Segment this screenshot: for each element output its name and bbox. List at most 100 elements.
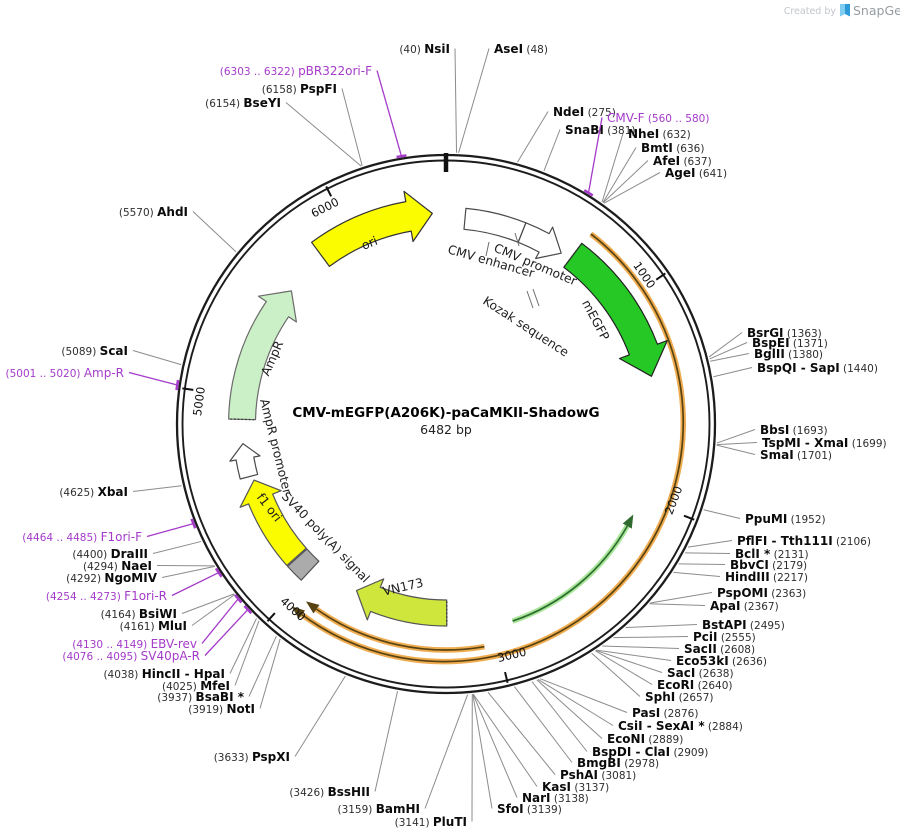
snapgene-logo-icon (840, 4, 850, 17)
feature-label-ori: ori (359, 234, 379, 253)
enzyme-label-BstAPI: BstAPI (2495) (702, 618, 785, 632)
enzyme-leader-AgeI (603, 172, 661, 204)
enzyme-leader-KasI (472, 693, 538, 787)
enzyme-leader-AfeI (602, 160, 649, 203)
enzyme-leader-SfoI (472, 694, 493, 809)
enzyme-label-PasI: PasI (2876) (632, 706, 698, 720)
enzyme-label-PspOMI: PspOMI (2363) (717, 586, 806, 600)
orf-arc-inner-arc-core (316, 608, 485, 651)
enzyme-leader-BclI * (684, 552, 731, 554)
enzyme-leader-PpuMI (703, 509, 741, 519)
orf-arc-green-arc-core (512, 525, 629, 622)
enzyme-label-SphI: SphI (2657) (645, 690, 714, 704)
enzyme-label-BclI *: BclI * (2131) (735, 547, 809, 561)
enzyme-label-NsiI: (40) NsiI (399, 42, 450, 56)
enzyme-label-PluTI: (3141) PluTI (395, 815, 467, 829)
enzyme-label-SacI: SacI (2638) (667, 666, 734, 680)
enzyme-leader-HindIII (673, 571, 721, 577)
feature-leader-kozak-sequence-0 (526, 290, 534, 309)
enzyme-label-NaeI: (4294) NaeI (83, 559, 152, 573)
primer-label-SV40pA-R: (4076 .. 4095) SV40pA-R (62, 649, 200, 663)
feature-f1-ori (239, 479, 307, 567)
enzyme-leader-PspOMI (650, 592, 713, 604)
enzyme-leader-BmgBI (514, 686, 573, 763)
enzyme-leader-BseYI (285, 102, 362, 167)
primer-label-pBR322ori-F: (6303 .. 6322) pBR322ori-F (220, 64, 372, 78)
enzyme-leader-BsrGI (708, 332, 743, 358)
orf-arc-green-arrowhead (622, 514, 634, 529)
enzyme-label-BseYI: (6154) BseYI (205, 96, 281, 110)
enzyme-label-PflFI - Tth111I: PflFI - Tth111I (2106) (737, 534, 871, 548)
tick-label-6000: 6000 (309, 195, 341, 221)
enzyme-label-EcoNI: EcoNI (2889) (607, 732, 683, 746)
enzyme-label-BssHII: (3426) BssHII (289, 785, 370, 799)
primer-leader-F1ori-R (171, 572, 220, 597)
tick-label-4000: 4000 (277, 594, 308, 624)
snapgene-brand-label: SnapGene (853, 3, 900, 18)
enzyme-leader-Eco53kI (596, 649, 672, 661)
enzyme-label-XbaI: (4625) XbaI (59, 485, 128, 499)
enzyme-label-TspMI - XmaI: TspMI - XmaI (1699) (762, 436, 887, 450)
enzyme-label-PciI: PciI (2555) (693, 630, 756, 644)
enzyme-leader-DraIII (152, 540, 202, 554)
enzyme-label-NgoMIV: (4292) NgoMIV (66, 571, 158, 585)
enzyme-leader-EcoRI (595, 650, 653, 685)
primer-label-Amp-R: (5001 .. 5020) Amp-R (5, 366, 124, 380)
primer-ring-tick-CMV-F (583, 189, 594, 197)
enzyme-label-NotI: (3919) NotI (188, 702, 255, 716)
tick-label-3000: 3000 (496, 645, 528, 665)
enzyme-label-DraIII: (4400) DraIII (72, 547, 148, 561)
cmv-divider-line (517, 222, 527, 243)
primer-leader-SV40pA-R (204, 609, 249, 656)
enzyme-leader-SnaBI (543, 129, 561, 171)
enzyme-leader-AhdI (192, 211, 237, 253)
enzyme-label-PshAI: PshAI (3081) (560, 768, 636, 782)
enzyme-label-ScaI: (5089) ScaI (61, 344, 128, 358)
feature-label-ampr-promoter: AmpR promoter (257, 397, 294, 496)
feature-sv40-polya-signal (287, 548, 320, 581)
enzyme-label-KasI: KasI (3137) (542, 780, 609, 794)
primer-label-EBV-rev: (4130 .. 4149) EBV-rev (72, 637, 197, 651)
tick-label-2000: 2000 (662, 484, 686, 516)
feature-leader-kozak-sequence-1 (532, 288, 540, 307)
feature-ampr-dotted-edge (230, 418, 255, 421)
enzyme-label-HindIII: HindIII (2217) (725, 570, 808, 584)
enzyme-label-AseI: AseI (48) (494, 42, 548, 56)
feature-megfp (563, 242, 668, 377)
enzyme-leader-PspFI (341, 88, 363, 166)
enzyme-leader-BamHI (424, 694, 469, 809)
enzyme-label-BspQI - SapI: BspQI - SapI (1440) (757, 361, 878, 375)
feature-label-kozak-sequence: Kozak sequence (480, 294, 571, 360)
enzyme-label-BbsI: BbsI (1693) (760, 423, 828, 437)
enzyme-leader-BspQI - SapI (713, 367, 753, 378)
enzyme-leader-TspMI - XmaI (716, 442, 758, 446)
enzyme-label-NdeI: NdeI (275) (553, 105, 616, 119)
tick-label-5000: 5000 (190, 386, 208, 417)
orf-arc-outer-arc-core (301, 233, 685, 663)
enzyme-label-AgeI: AgeI (641) (665, 166, 727, 180)
enzyme-leader-BsaBI * (248, 635, 277, 697)
enzyme-leader-BstAPI (625, 624, 698, 629)
primer-label-F1ori-R: (4254 .. 4273) F1ori-R (46, 589, 167, 603)
enzyme-label-BamHI: (3159) BamHI (337, 802, 420, 816)
feature-ori (311, 190, 433, 267)
enzyme-label-BsaBI *: (3937) BsaBI * (157, 690, 244, 704)
enzyme-label-MluI: (4161) MluI (120, 619, 187, 633)
enzyme-label-SmaI: SmaI (1701) (760, 448, 832, 462)
orf-arc-outer-arrowhead (291, 606, 305, 619)
enzyme-leader-BbvCI (678, 563, 726, 565)
enzyme-leader-BspEI (709, 342, 748, 360)
enzyme-leader-HincII - HpaI (229, 618, 257, 674)
enzyme-leader-CsiI - SexAI * (537, 678, 614, 726)
enzyme-leader-SphI (591, 652, 641, 697)
feature-ampr (228, 290, 297, 421)
enzyme-label-SfoI: SfoI (3139) (497, 802, 562, 816)
primer-label-CMV-F: CMV-F (560 .. 580) (607, 111, 709, 125)
primer-ring-tick-SV40pA-R (243, 605, 253, 615)
tick-mark-1000 (655, 272, 666, 281)
enzyme-leader-AseI (458, 48, 490, 153)
enzyme-leader-NarI (472, 693, 518, 798)
enzyme-leader-NdeI (517, 111, 549, 163)
